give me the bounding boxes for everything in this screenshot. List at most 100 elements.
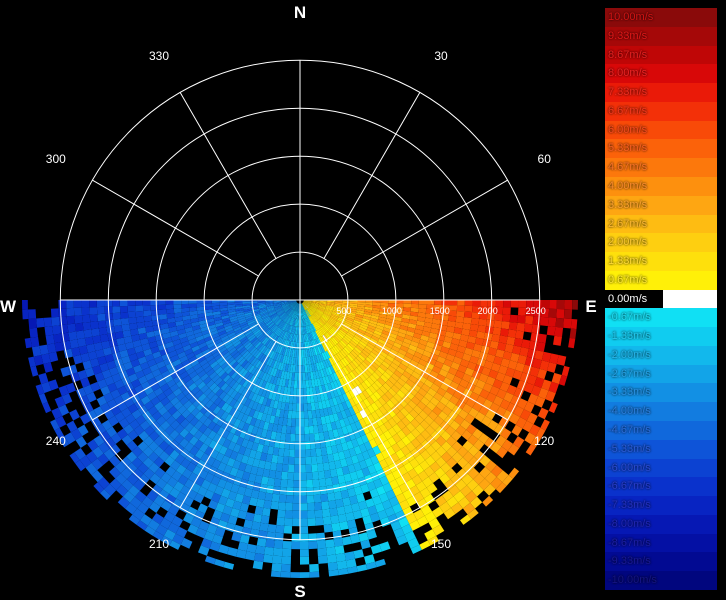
velocity-cell	[473, 343, 483, 352]
velocity-cell	[330, 381, 336, 391]
velocity-cell	[315, 354, 321, 363]
velocity-cell	[448, 485, 461, 497]
velocity-cell	[86, 343, 96, 353]
velocity-cell	[311, 302, 319, 305]
velocity-cell	[305, 349, 308, 358]
velocity-cell	[298, 311, 300, 320]
velocity-cell	[496, 446, 508, 459]
velocity-cell	[273, 317, 281, 324]
velocity-cell	[165, 466, 176, 477]
velocity-cell	[494, 313, 503, 322]
velocity-cell	[181, 300, 189, 305]
velocity-cell	[439, 473, 451, 485]
velocity-cell	[300, 303, 302, 312]
velocity-cell	[237, 486, 247, 496]
velocity-cell	[321, 315, 329, 321]
velocity-cell	[307, 317, 311, 325]
velocity-cell	[203, 427, 213, 437]
velocity-cell	[129, 496, 142, 509]
velocity-cell	[335, 498, 344, 508]
velocity-cell	[220, 349, 229, 357]
colorbar-label: 6.67m/s	[608, 104, 648, 117]
velocity-cell	[39, 344, 49, 355]
velocity-cell	[449, 395, 460, 406]
velocity-cell	[265, 320, 273, 326]
velocity-cell	[409, 520, 421, 531]
velocity-cell	[310, 305, 318, 309]
velocity-cell	[226, 329, 235, 336]
velocity-cell	[467, 361, 477, 371]
velocity-cell	[372, 302, 381, 306]
velocity-cell	[197, 486, 208, 497]
velocity-cell	[48, 379, 59, 391]
velocity-cell	[383, 357, 393, 366]
velocity-cell	[28, 356, 36, 368]
velocity-cell	[223, 481, 234, 491]
velocity-cell	[449, 300, 458, 306]
velocity-cell	[363, 313, 372, 318]
velocity-cell	[508, 322, 518, 331]
velocity-cell	[529, 424, 541, 437]
velocity-cell	[363, 347, 372, 355]
velocity-cell	[303, 349, 306, 358]
velocity-cell	[327, 349, 333, 358]
velocity-cell	[285, 332, 290, 341]
velocity-cell	[500, 358, 511, 368]
velocity-cell	[269, 312, 277, 318]
velocity-cell	[164, 455, 175, 467]
velocity-cell	[416, 363, 426, 371]
velocity-cell	[234, 342, 243, 350]
colorbar-swatch	[605, 308, 717, 328]
velocity-cell	[484, 471, 497, 484]
velocity-cell	[319, 377, 325, 386]
velocity-cell	[286, 425, 292, 434]
velocity-cell	[306, 309, 312, 316]
velocity-cell	[340, 349, 347, 358]
velocity-cell	[280, 330, 285, 338]
velocity-cell	[349, 495, 359, 505]
velocity-cell	[287, 364, 291, 373]
velocity-cell	[295, 303, 299, 311]
velocity-cell	[218, 359, 227, 367]
velocity-cell	[292, 503, 300, 511]
velocity-cell	[212, 424, 221, 434]
velocity-cell	[300, 457, 306, 465]
velocity-cell	[258, 530, 268, 540]
velocity-cell	[87, 351, 98, 361]
velocity-cell	[556, 355, 567, 366]
velocity-cell	[460, 419, 471, 430]
velocity-cell	[212, 311, 221, 316]
velocity-cell	[215, 388, 224, 397]
velocity-cell	[555, 317, 564, 328]
velocity-cell	[307, 325, 311, 334]
velocity-cell	[259, 522, 269, 532]
velocity-cell	[278, 378, 284, 387]
velocity-cell	[400, 445, 411, 456]
velocity-cell	[121, 407, 132, 418]
velocity-cell	[339, 458, 348, 468]
velocity-cell	[294, 318, 297, 327]
velocity-cell	[156, 360, 166, 369]
velocity-cell	[429, 396, 440, 407]
velocity-cell	[280, 313, 287, 320]
velocity-cell	[278, 346, 283, 354]
velocity-cell	[289, 309, 295, 317]
velocity-cell	[362, 318, 370, 323]
colorbar-label: 9.33m/s	[608, 29, 648, 42]
velocity-cell	[221, 317, 230, 323]
velocity-cell	[296, 303, 300, 312]
velocity-cell	[233, 418, 242, 428]
velocity-cell	[199, 405, 209, 415]
velocity-cell	[461, 429, 473, 441]
velocity-cell	[531, 324, 541, 334]
velocity-cell	[365, 345, 374, 352]
velocity-cell	[97, 356, 107, 366]
velocity-cell	[447, 348, 457, 357]
velocity-cell	[445, 425, 456, 436]
velocity-cell	[182, 387, 192, 397]
velocity-cell	[302, 303, 308, 310]
velocity-cell	[311, 464, 318, 473]
velocity-cell	[260, 429, 268, 438]
velocity-cell	[311, 456, 318, 465]
velocity-cell	[553, 335, 562, 346]
